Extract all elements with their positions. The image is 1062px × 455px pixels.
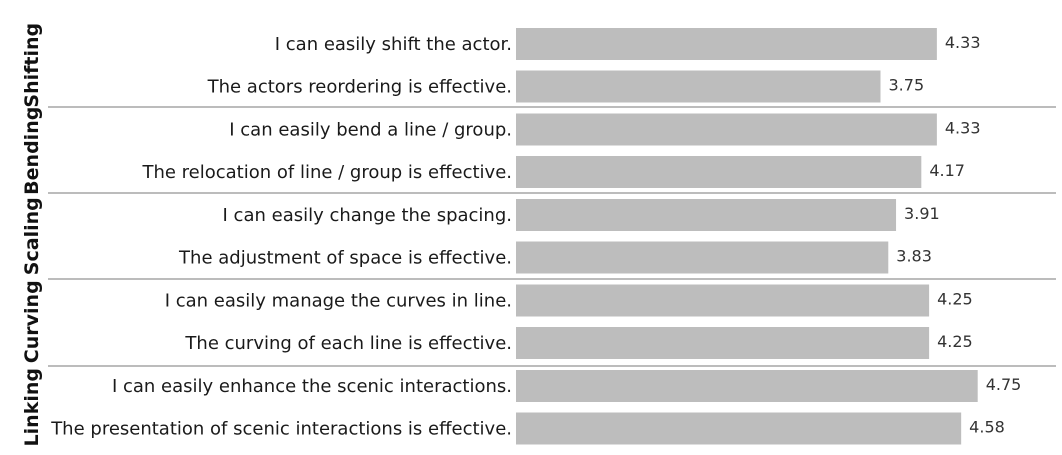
group-label: Bending — [21, 107, 43, 195]
value-label: 3.83 — [896, 247, 932, 266]
value-label: 3.75 — [889, 76, 925, 95]
value-label: 4.33 — [945, 33, 981, 52]
value-label: 4.25 — [937, 290, 973, 309]
bar — [516, 370, 978, 402]
statement-label: I can easily enhance the scenic interact… — [112, 376, 512, 397]
group-label: Curving — [21, 280, 43, 363]
bar — [516, 113, 937, 146]
statement-labels: I can easily shift the actor. The actors … — [50, 34, 512, 440]
statement-label: The curving of each line is effective. — [184, 333, 512, 354]
statement-label: The presentation of scenic interactions … — [50, 419, 512, 440]
group-label: Scaling — [21, 197, 43, 275]
value-label: 4.75 — [986, 375, 1022, 394]
group-label: Shifting — [21, 23, 43, 108]
bar — [516, 199, 897, 231]
group-separators — [48, 106, 1056, 367]
bar — [516, 284, 930, 317]
bar — [516, 70, 881, 103]
statement-label: I can easily bend a line / group. — [229, 120, 512, 141]
statement-label: The actors reordering is effective. — [207, 77, 512, 98]
bar — [516, 412, 962, 445]
value-label: 3.91 — [904, 204, 940, 223]
statement-label: I can easily shift the actor. — [275, 34, 512, 55]
bar — [516, 28, 937, 60]
group-label: Linking — [21, 368, 43, 446]
value-label: 4.58 — [969, 418, 1005, 437]
bar — [516, 327, 930, 359]
statement-label: The adjustment of space is effective. — [178, 248, 512, 269]
statement-label: I can easily manage the curves in line. — [165, 291, 512, 312]
statement-label: I can easily change the spacing. — [223, 205, 512, 226]
bar — [516, 241, 889, 274]
value-labels: 4.33 3.75 4.33 4.17 3.91 3.83 4.25 4.25 4.75 4.58 — [889, 33, 1022, 437]
value-label: 4.25 — [937, 332, 973, 351]
value-label: 4.33 — [945, 119, 981, 138]
value-label: 4.17 — [929, 161, 965, 180]
statement-label: The relocation of line / group is effect… — [141, 162, 512, 183]
bars-layer — [516, 28, 978, 445]
bar — [516, 156, 922, 188]
